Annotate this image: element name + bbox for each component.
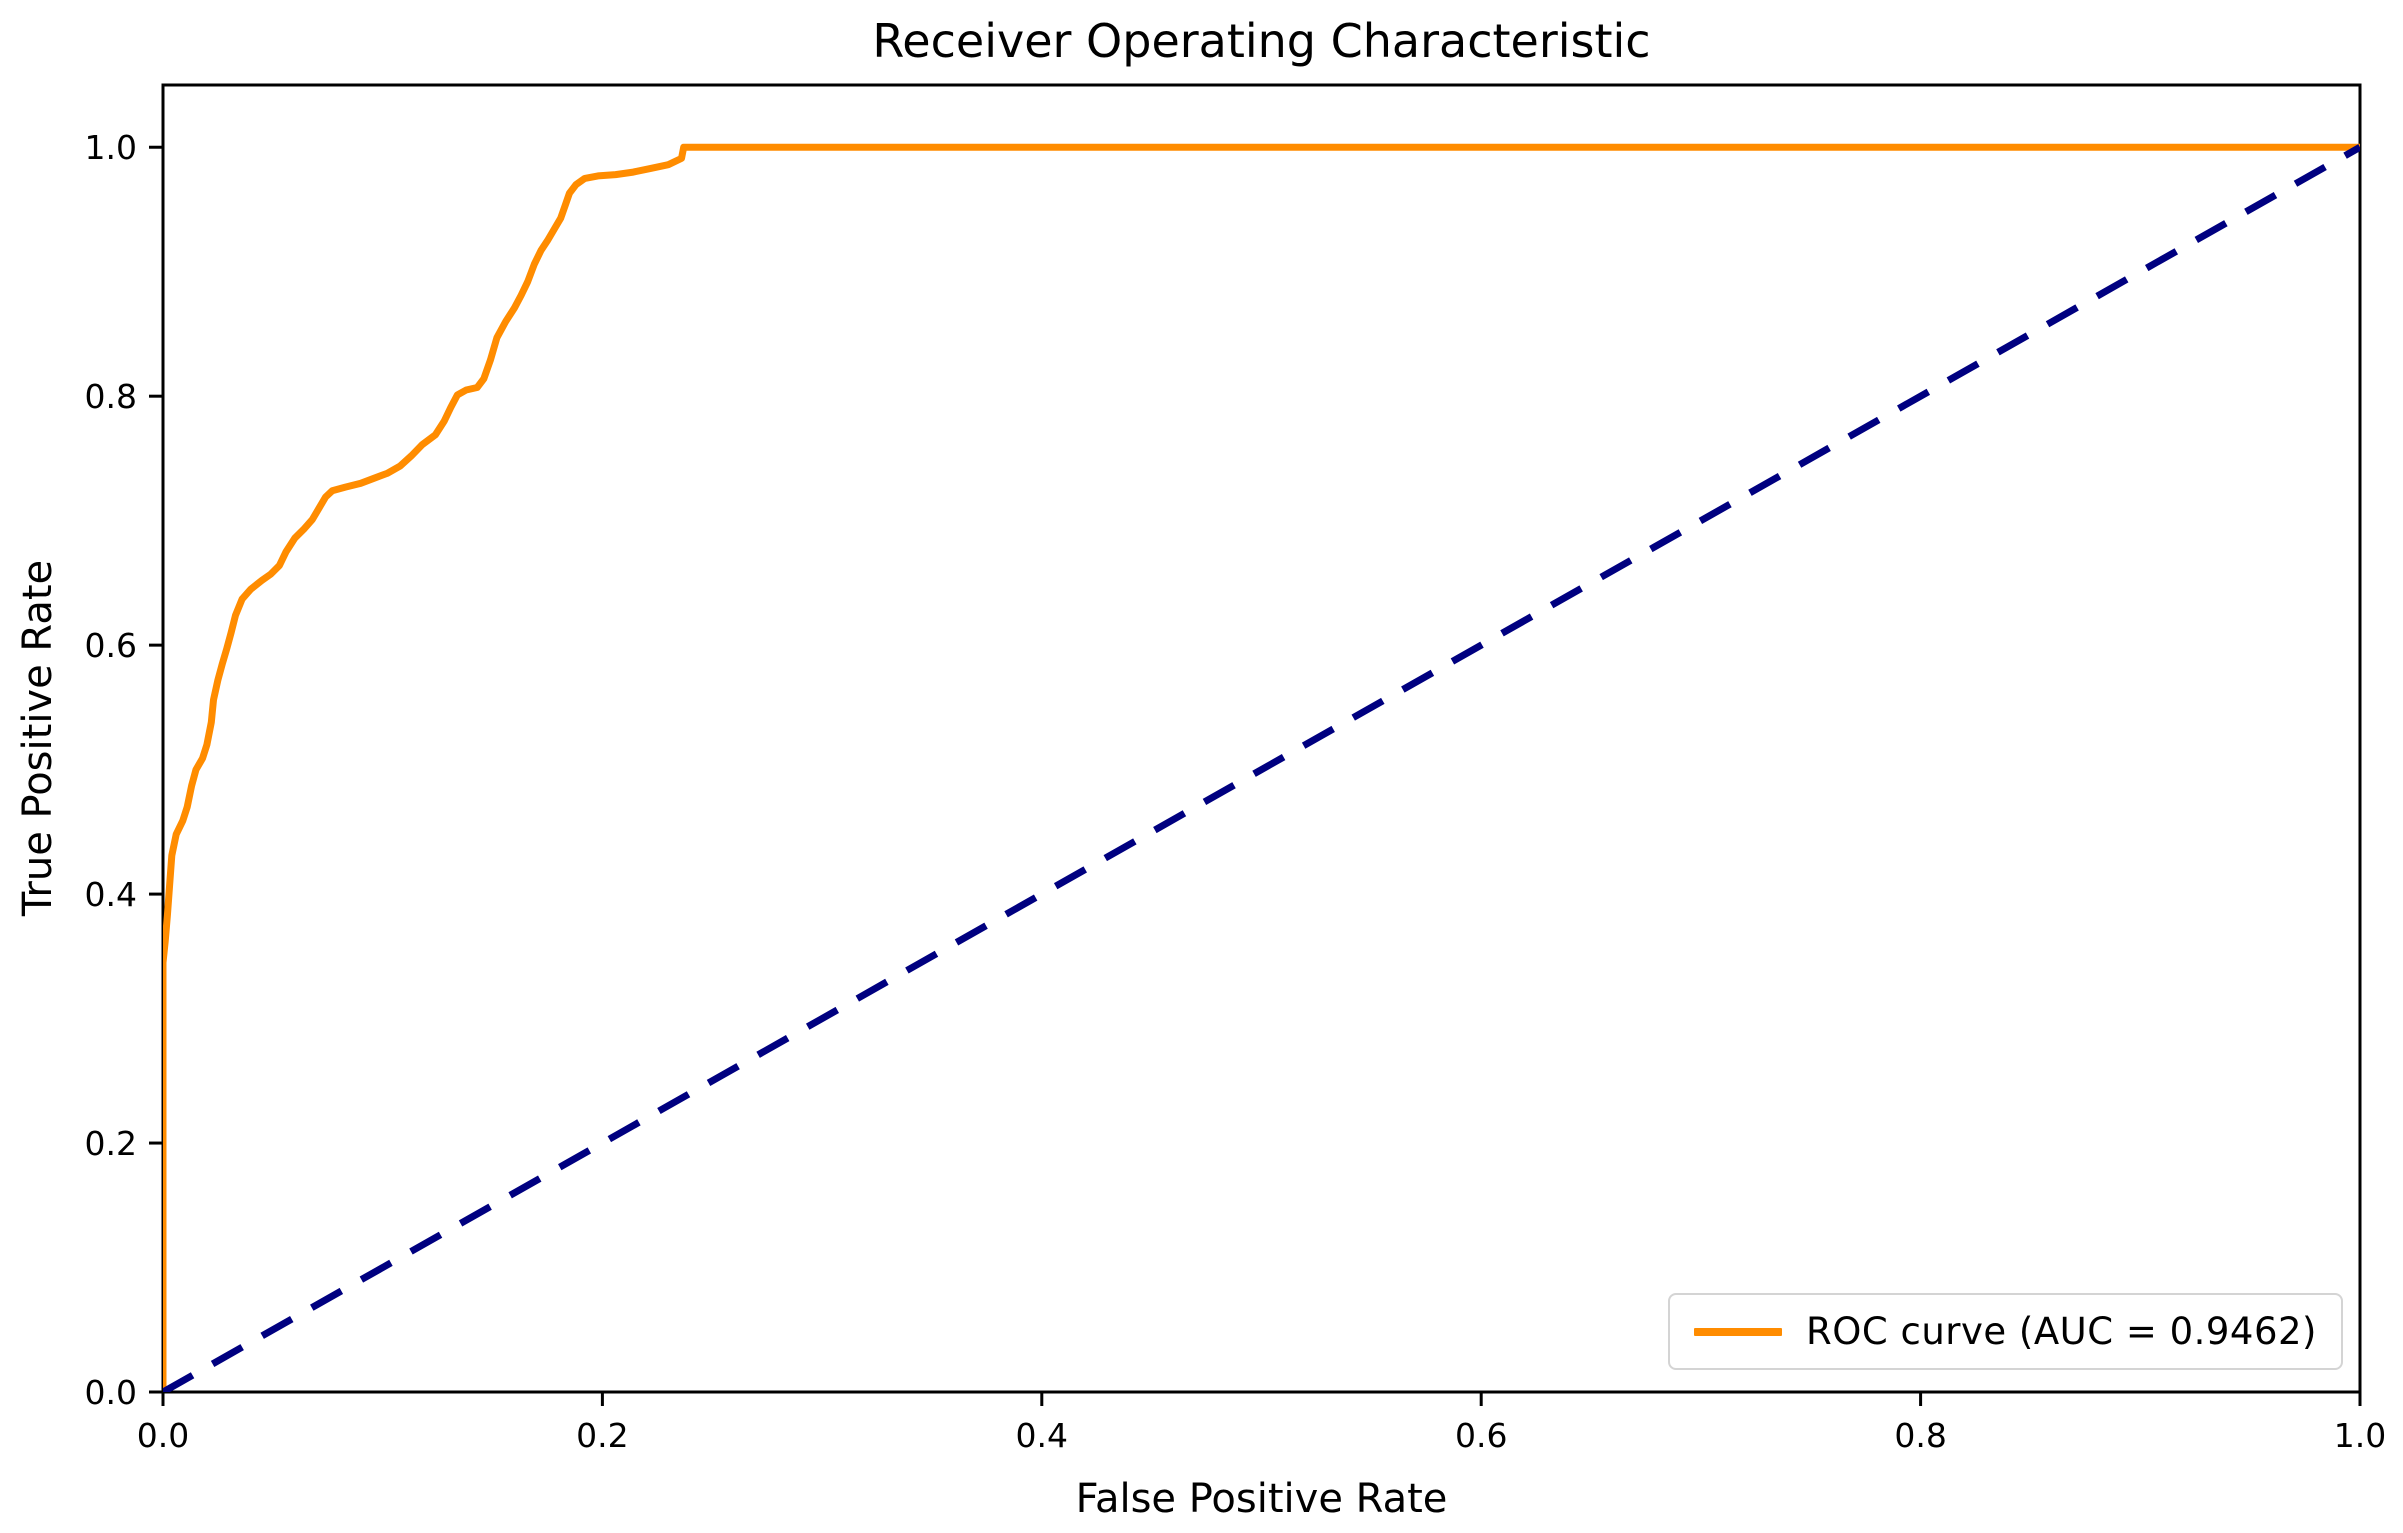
- x-tick-label: 0.8: [1894, 1416, 1946, 1455]
- x-axis-label: False Positive Rate: [1075, 1476, 1448, 1522]
- x-tick-label: 0.0: [137, 1416, 189, 1455]
- legend: ROC curve (AUC = 0.9462): [1668, 1293, 2343, 1370]
- x-tick-label: 0.6: [1455, 1416, 1507, 1455]
- y-axis-label: True Positive Rate: [15, 559, 61, 917]
- x-tick-label: 0.4: [1016, 1416, 1068, 1455]
- y-tick-label: 0.2: [85, 1124, 137, 1163]
- roc-legend-swatch: [1694, 1327, 1783, 1336]
- y-tick-label: 0.4: [85, 875, 137, 914]
- y-tick-label: 1.0: [85, 128, 137, 167]
- axes-frame: [161, 83, 2362, 1394]
- y-tick-label: 0.0: [85, 1373, 137, 1412]
- chance-diagonal-line: [163, 144, 2360, 1392]
- x-tick-label: 0.2: [576, 1416, 628, 1455]
- y-tick-label: 0.6: [85, 626, 137, 665]
- y-tick-label: 0.8: [85, 377, 137, 416]
- chart-title: Receiver Operating Characteristic: [872, 14, 1651, 68]
- x-tick-label: 1.0: [2334, 1416, 2386, 1455]
- roc-curve-line: [163, 143, 2360, 1392]
- roc-legend-label: ROC curve (AUC = 0.9462): [1806, 1310, 2317, 1353]
